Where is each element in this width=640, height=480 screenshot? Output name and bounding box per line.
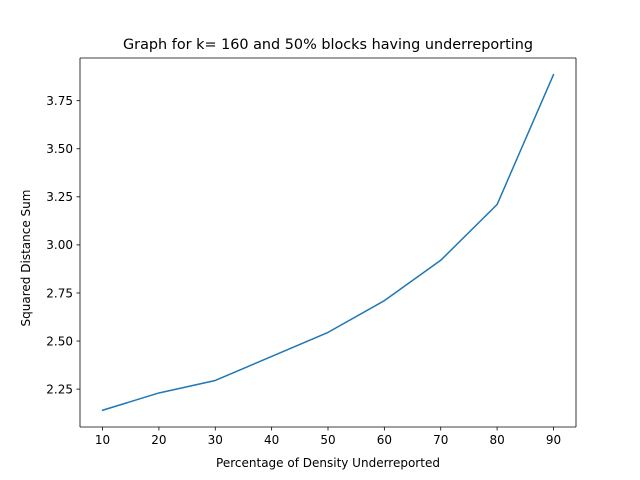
x-tick-label: 40 (264, 433, 279, 447)
x-tick-label: 50 (320, 433, 335, 447)
y-tick-label: 2.25 (46, 382, 73, 396)
chart-title: Graph for k= 160 and 50% blocks having u… (123, 37, 533, 53)
y-tick-label: 3.50 (46, 142, 73, 156)
x-tick-label: 60 (377, 433, 392, 447)
x-tick-label: 90 (546, 433, 561, 447)
x-axis-title: Percentage of Density Underreported (216, 456, 440, 470)
y-tick-label: 2.50 (46, 334, 73, 348)
x-tick-label: 80 (489, 433, 504, 447)
x-tick-label: 30 (208, 433, 223, 447)
x-tick-label: 70 (433, 433, 448, 447)
y-tick-label: 3.75 (46, 94, 73, 108)
x-tick-label: 10 (95, 433, 110, 447)
y-tick-label: 2.75 (46, 286, 73, 300)
y-tick-label: 3.25 (46, 190, 73, 204)
x-tick-label: 20 (151, 433, 166, 447)
y-axis-title: Squared Distance Sum (19, 190, 33, 327)
y-tick-label: 3.00 (46, 238, 73, 252)
plot-area: 10 20 30 40 50 60 70 80 90 2.25 2.50 2.75 3.00 3.25 3.… (46, 57, 577, 447)
